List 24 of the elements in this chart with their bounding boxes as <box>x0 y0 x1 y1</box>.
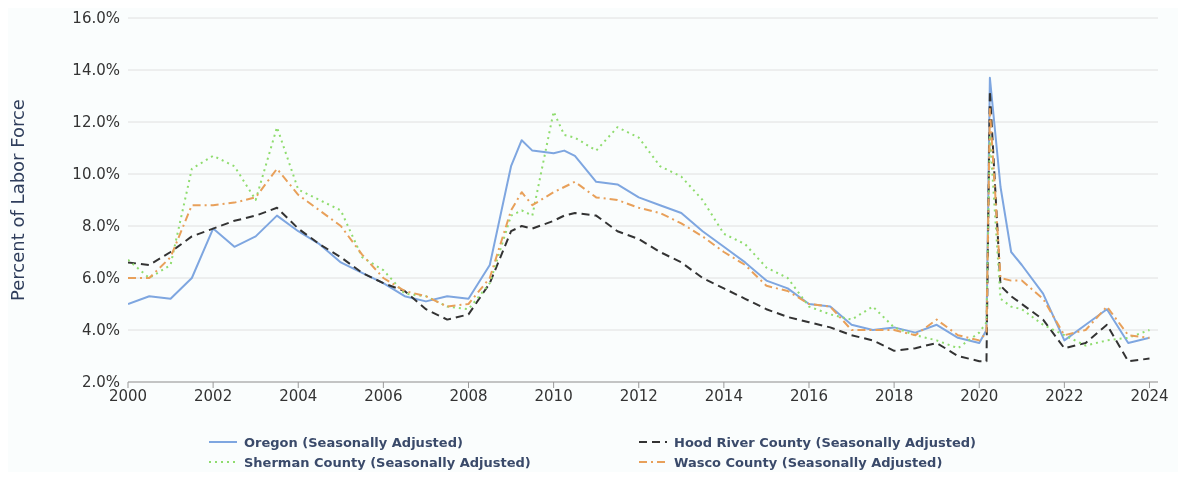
y-tick-label: 6.0% <box>81 269 120 288</box>
y-tick-label: 16.0% <box>72 9 120 28</box>
y-axis-title: Percent of Labor Force <box>7 99 29 301</box>
y-tick-label: 14.0% <box>72 61 120 80</box>
x-tick-label: 2006 <box>364 386 403 405</box>
legend-label: Wasco County (Seasonally Adjusted) <box>674 454 943 470</box>
x-tick-label: 2018 <box>875 386 914 405</box>
x-tick-label: 2010 <box>534 386 573 405</box>
y-tick-label: 10.0% <box>72 165 120 184</box>
x-tick-label: 2004 <box>279 386 318 405</box>
x-tick-label: 2002 <box>194 386 233 405</box>
x-tick-label: 2024 <box>1130 386 1169 405</box>
legend-label: Hood River County (Seasonally Adjusted) <box>674 434 977 450</box>
y-tick-label: 12.0% <box>72 113 120 132</box>
x-tick-label: 2012 <box>619 386 658 405</box>
legend-label: Sherman County (Seasonally Adjusted) <box>244 454 531 470</box>
x-tick-label: 2020 <box>960 386 999 405</box>
x-tick-label: 2014 <box>704 386 743 405</box>
x-tick-label: 2016 <box>789 386 829 405</box>
y-tick-label: 4.0% <box>81 321 120 340</box>
legend-label: Oregon (Seasonally Adjusted) <box>244 434 463 450</box>
x-tick-label: 2008 <box>449 386 488 405</box>
x-tick-label: 2022 <box>1045 386 1084 405</box>
y-tick-label: 8.0% <box>81 217 120 236</box>
